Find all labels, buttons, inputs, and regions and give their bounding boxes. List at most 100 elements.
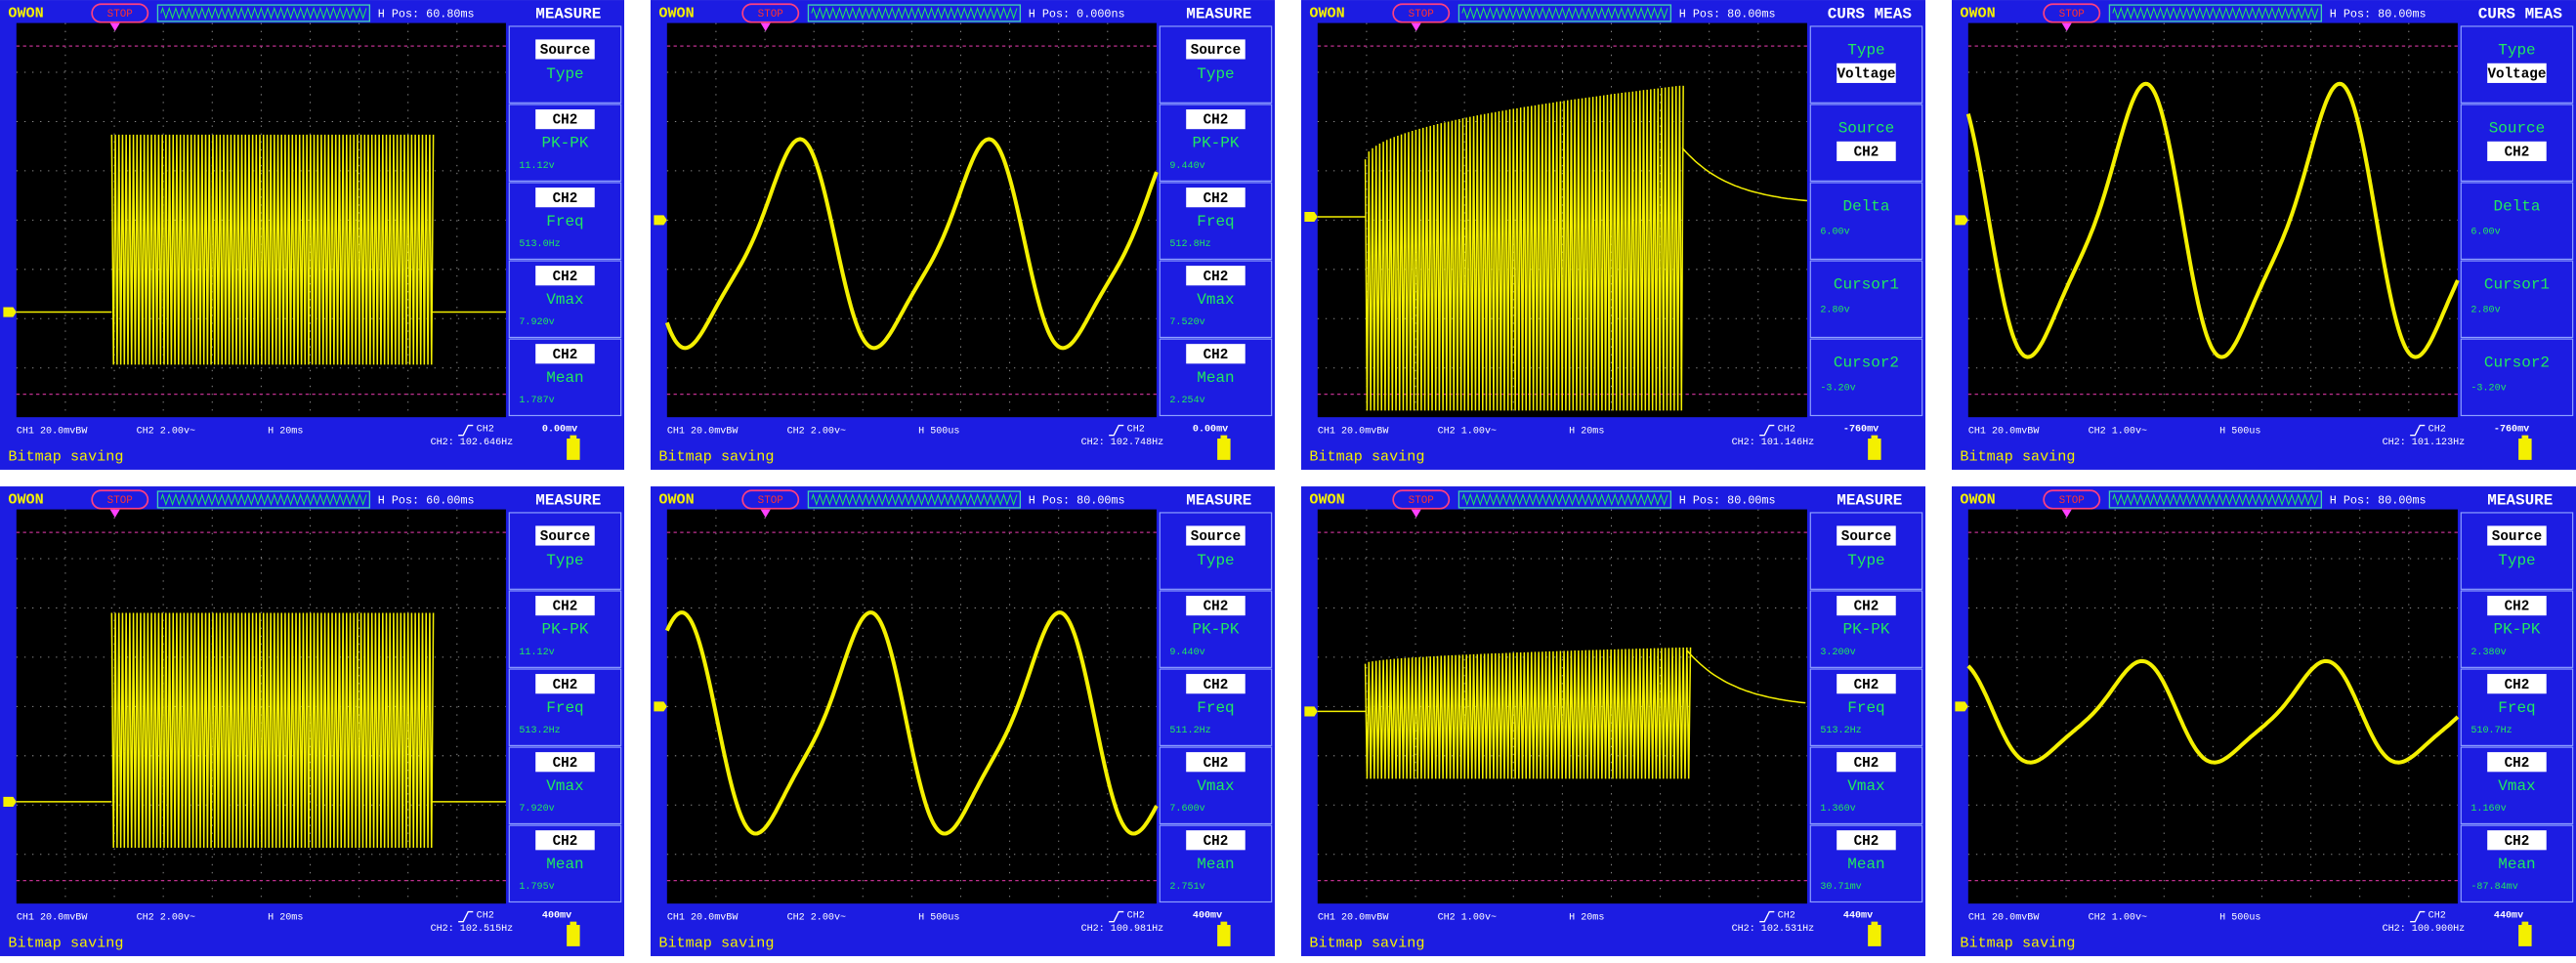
- menu-tag: CH2: [1204, 270, 1229, 285]
- status-pill: [1392, 489, 1451, 510]
- status-pill: [2043, 489, 2101, 510]
- trigger-marker: [109, 22, 120, 31]
- menu-item: [1809, 182, 1923, 260]
- menu-tag: CH2: [1204, 756, 1229, 772]
- scope-screen: OWON STOP H Pos: 80.00ms MEASURE Source Type C…: [1952, 486, 2576, 956]
- menu-title: MEASURE: [535, 492, 601, 510]
- menu-label: Type: [1847, 42, 1884, 60]
- menu-tag: CH2: [2505, 600, 2530, 615]
- waveform: [1317, 85, 1808, 411]
- menu-tag: Voltage: [2487, 66, 2546, 82]
- h-pos: H Pos: 0.000ns: [1029, 7, 1125, 21]
- menu-tag: Source: [540, 529, 590, 545]
- menu-tag: CH2: [1854, 756, 1879, 772]
- status: STOP: [1409, 495, 1434, 507]
- overview-bar: [2108, 490, 2323, 509]
- menu-value: 3.200v: [1820, 648, 1855, 658]
- menu-item: [508, 512, 622, 590]
- menu-title: CURS MEAS: [2478, 6, 2563, 23]
- battery-cap: [1871, 435, 1879, 440]
- menu-label: PK-PK: [1193, 135, 1240, 152]
- menu-value: 1.360v: [1820, 804, 1855, 815]
- frequency: CH2: 100.981Hz: [1081, 924, 1164, 935]
- trigger-edge-icon: [458, 424, 474, 437]
- menu-label: Type: [1847, 552, 1884, 569]
- menu-item: [508, 25, 622, 104]
- menu-tag: Source: [2492, 529, 2542, 545]
- battery-cap: [1871, 921, 1879, 926]
- menu-tag: CH2: [553, 600, 578, 615]
- battery: [2518, 925, 2532, 946]
- brand: OWON: [658, 490, 694, 508]
- menu-value: 6.00v: [1820, 227, 1849, 237]
- menu-tag-bg: [1186, 830, 1246, 851]
- h-pos: H Pos: 80.00ms: [1029, 493, 1125, 507]
- menu-tag-bg: [1837, 830, 1896, 851]
- frequency: CH2: 101.146Hz: [1732, 438, 1815, 448]
- status: STOP: [107, 9, 133, 21]
- menu-value: 7.920v: [519, 804, 554, 815]
- menu-title: MEASURE: [1186, 492, 1251, 510]
- status-pill: [741, 3, 800, 23]
- waveform: [1966, 658, 2460, 765]
- channel-marker: [1955, 701, 1968, 712]
- menu-tag-bg: [2487, 830, 2547, 851]
- menu-tag-bg: [2487, 674, 2547, 694]
- menu-tag: CH2: [553, 113, 578, 129]
- menu-tag: CH2: [1854, 146, 1879, 161]
- trigger-source: CH2: [2428, 425, 2446, 436]
- trigger-source: CH2: [1127, 425, 1145, 436]
- menu-label: Type: [1197, 65, 1234, 83]
- menu-value: 9.440v: [1169, 648, 1204, 658]
- menu-tag-bg: [2487, 752, 2547, 773]
- menu-label: Freq: [1197, 213, 1234, 230]
- waveform: [664, 137, 1159, 351]
- menu-item: [1809, 668, 1923, 746]
- scope-screen: OWON STOP H Pos: 80.00ms CURS MEAS Type Volta…: [1952, 0, 2576, 470]
- trigger-marker: [1411, 509, 1421, 518]
- battery-cap: [570, 435, 577, 440]
- menu-title: MEASURE: [1837, 492, 1902, 510]
- menu-tag: CH2: [1204, 348, 1229, 363]
- brand: OWON: [1309, 4, 1344, 21]
- menu-value: -3.20v: [1820, 383, 1855, 394]
- menu-tag: CH2: [553, 834, 578, 850]
- menu-label: Vmax: [1197, 777, 1234, 795]
- overview-bar: [2108, 4, 2323, 22]
- menu-tag-bg: [1186, 266, 1246, 286]
- ch2-setting: CH2 2.00v~: [787, 912, 846, 923]
- menu-label: Cursor2: [2484, 355, 2550, 372]
- overview-wave: [1461, 492, 1668, 507]
- trigger-level: 0.00mv: [1193, 425, 1228, 436]
- menu-title: MEASURE: [1186, 6, 1251, 23]
- overview-wave: [811, 6, 1018, 21]
- status: STOP: [1409, 9, 1434, 21]
- battery-cap: [2521, 435, 2529, 440]
- ch1-setting: CH1 20.0mvBW: [667, 912, 739, 923]
- waveform: [664, 610, 1159, 836]
- menu-tag-bg: [1837, 525, 1896, 546]
- menu-tag-bg: [535, 674, 595, 694]
- menu-label: Freq: [1847, 699, 1884, 717]
- overview-wave: [2112, 6, 2319, 21]
- menu-value: 2.254v: [1169, 396, 1204, 406]
- status-pill: [91, 3, 149, 23]
- overview-wave: [1461, 6, 1668, 21]
- overview-wave: [160, 492, 367, 507]
- menu-tag: CH2: [1854, 600, 1879, 615]
- channel-marker: [3, 307, 17, 317]
- timebase: H 500us: [2219, 426, 2260, 437]
- menu-tag: CH2: [553, 270, 578, 285]
- overview-wave: [2112, 492, 2319, 507]
- channel-marker: [3, 796, 17, 807]
- overview-bar: [807, 490, 1022, 509]
- menu-value: 2.80v: [1820, 305, 1849, 315]
- ch1-setting: CH1 20.0mvBW: [1318, 912, 1390, 923]
- menu-label: Mean: [2498, 856, 2535, 873]
- menu-tag: CH2: [553, 191, 578, 207]
- scope-screen: OWON STOP H Pos: 80.00ms MEASURE Source Type C…: [1301, 486, 1925, 956]
- battery: [1868, 925, 1881, 946]
- status-message: Bitmap saving: [8, 935, 123, 952]
- waveform: [1317, 647, 1806, 779]
